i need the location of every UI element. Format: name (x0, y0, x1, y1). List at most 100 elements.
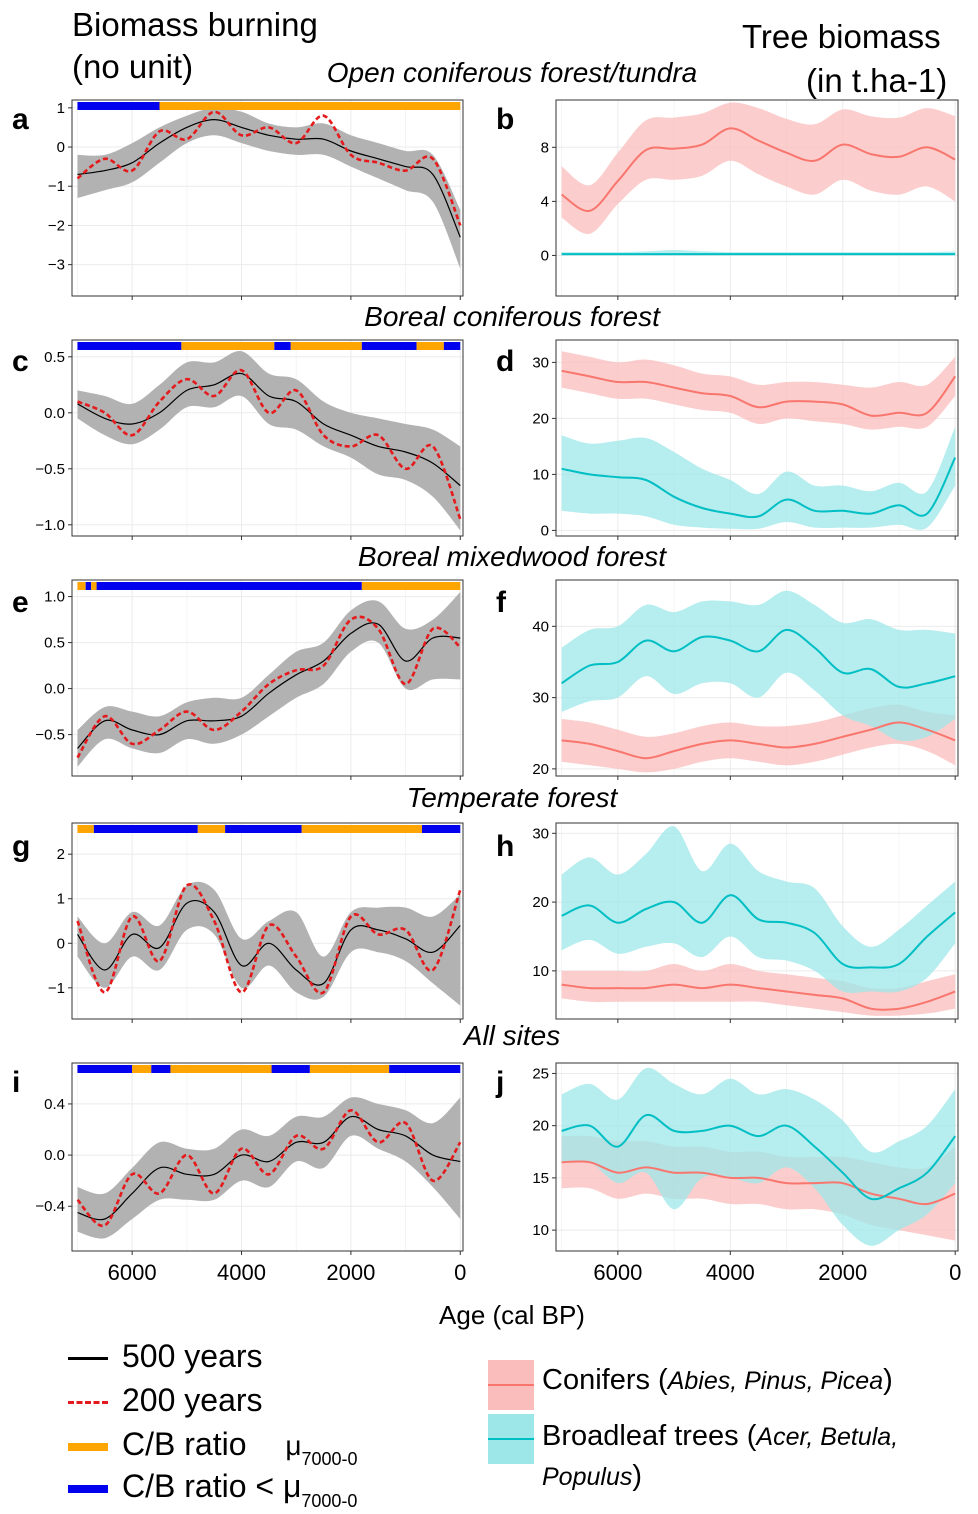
panel-frame (555, 99, 959, 297)
y-tick-label: 15 (532, 1170, 549, 1187)
x-tick-label: 0 (454, 1260, 466, 1285)
cb-ratio-segment-low (93, 825, 198, 833)
y-tick-label: 8 (541, 139, 549, 156)
region-title-all-sites: All sites (463, 1020, 561, 1051)
y-tick-label: 30 (532, 354, 549, 371)
panel-label-d: d (496, 345, 515, 378)
y-tick-label: −0.5 (35, 727, 65, 744)
legend-swatch-broadleaf (488, 1414, 534, 1464)
y-tick-label: 30 (532, 825, 549, 842)
panel-frame (71, 1062, 464, 1252)
y-tick-label: −2 (48, 217, 65, 234)
y-tick-label: −1.0 (35, 517, 65, 534)
series-line-conifers (561, 1160, 956, 1206)
series-line-500-years (77, 899, 461, 986)
panel-label-i: i (12, 1066, 21, 1099)
panel-label-b: b (496, 103, 515, 136)
y-tick-label: 0.0 (44, 405, 65, 422)
cb-ratio-segment-low (77, 1065, 133, 1073)
cb-ratio-segment-high (159, 102, 461, 110)
panel-frame (555, 339, 959, 537)
y-tick-label: 10 (532, 1222, 549, 1239)
right-header-line1: Tree biomass (742, 18, 941, 55)
panel-d: 0 10 20 30 (532, 339, 959, 540)
panel-frame (71, 579, 464, 777)
legend-swatch-cb-low (68, 1484, 108, 1493)
panel-label-h: h (496, 830, 515, 863)
confidence-band (77, 1097, 461, 1239)
panel-frame (555, 1062, 959, 1252)
y-tick-label: 0.5 (44, 635, 65, 652)
series-line-500-years (77, 1115, 461, 1221)
x-tick-label: 4000 (706, 1260, 755, 1285)
cb-ratio-segment-high (361, 582, 461, 590)
y-tick-label: 20 (532, 761, 549, 778)
legend-item-cb-low: C/B ratio < μ7000-0 (68, 1468, 357, 1511)
x-tick-label: 4000 (217, 1260, 266, 1285)
y-tick-label: 4 (541, 193, 549, 210)
panel-a: 1 0 −1 −2 −3 (48, 99, 464, 300)
panel-j: 10 15 20 25 6000 4000 2000 0 (532, 1062, 961, 1285)
cb-ratio-segment-high (301, 825, 422, 833)
series-line-broadleaf (561, 628, 956, 689)
left-header-line2: (no unit) (72, 48, 194, 85)
y-tick-label: 2 (57, 846, 65, 863)
panel-g: 2 1 0 −1 (48, 822, 464, 1023)
series-line-conifers (561, 369, 957, 417)
x-tick-label: 0 (949, 1260, 961, 1285)
legend-item-200: 200 years (68, 1382, 263, 1419)
plot-area (561, 102, 956, 256)
band-broadleaf (561, 826, 956, 994)
legend-item-broadleaf-line2: Populus) (542, 1460, 643, 1492)
cb-ratio-segment-high (416, 342, 444, 350)
y-tick-label: 1 (57, 891, 65, 908)
confidence-band (77, 592, 461, 767)
legend-swatch-200 (68, 1401, 108, 1405)
cb-ratio-segment-low (443, 342, 461, 350)
y-tick-label: 20 (532, 1118, 549, 1135)
panel-frame (71, 339, 464, 537)
panel-h: 10 20 30 (532, 822, 959, 1023)
left-header-line1: Biomass burning (72, 6, 318, 43)
series-line-broadleaf (561, 894, 956, 969)
panel-frame (555, 822, 959, 1020)
cb-ratio-segment-high (290, 342, 362, 350)
cb-ratio-segment-low (96, 582, 362, 590)
legend-mu-high: μ7000-0 (285, 1430, 358, 1469)
region-title-temperate: Temperate forest (406, 782, 618, 813)
y-tick-label: 1.0 (44, 589, 65, 606)
y-tick-label: 10 (532, 466, 549, 483)
y-tick-label: 0.0 (44, 1147, 65, 1164)
band-conifers (561, 102, 956, 235)
series-line-500-years (77, 118, 461, 238)
band-broadleaf (561, 426, 956, 530)
plot-area (561, 1067, 956, 1246)
cb-ratio-segment-low (271, 1065, 310, 1073)
plot-area (76, 1097, 462, 1239)
series-line-broadleaf (561, 1114, 956, 1201)
series-line-200-years (76, 1109, 462, 1228)
cb-ratio-segment-low (77, 102, 160, 110)
series-line-conifers (561, 983, 956, 1011)
region-title-boreal-mixedwood: Boreal mixedwood forest (357, 541, 667, 572)
band-broadleaf (561, 590, 956, 742)
plot-area (76, 107, 462, 269)
y-tick-label: 0.4 (44, 1096, 65, 1113)
right-header-line2: (in t.ha-1) (806, 62, 948, 99)
legend-item-broadleaf: Broadleaf trees (Acer, Betula, (542, 1420, 899, 1452)
y-tick-label: −0.4 (35, 1198, 65, 1215)
cb-ratio-segment-high (132, 1065, 152, 1073)
cb-ratio-segment-low (85, 582, 92, 590)
y-tick-label: 30 (532, 690, 549, 707)
x-tick-label: 2000 (818, 1260, 867, 1285)
series-line-500-years (77, 372, 461, 487)
legend-item-conifers: Conifers (Abies, Pinus, Picea) (542, 1364, 893, 1396)
cb-ratio-segment-low (77, 342, 182, 350)
panel-label-e: e (12, 586, 29, 619)
y-tick-label: 25 (532, 1065, 549, 1082)
plot-area (561, 590, 956, 773)
cb-ratio-segment-high (77, 582, 86, 590)
panel-f: 20 30 40 (532, 579, 959, 780)
x-tick-label: 2000 (326, 1260, 375, 1285)
region-title-boreal-coniferous: Boreal coniferous forest (364, 301, 660, 332)
